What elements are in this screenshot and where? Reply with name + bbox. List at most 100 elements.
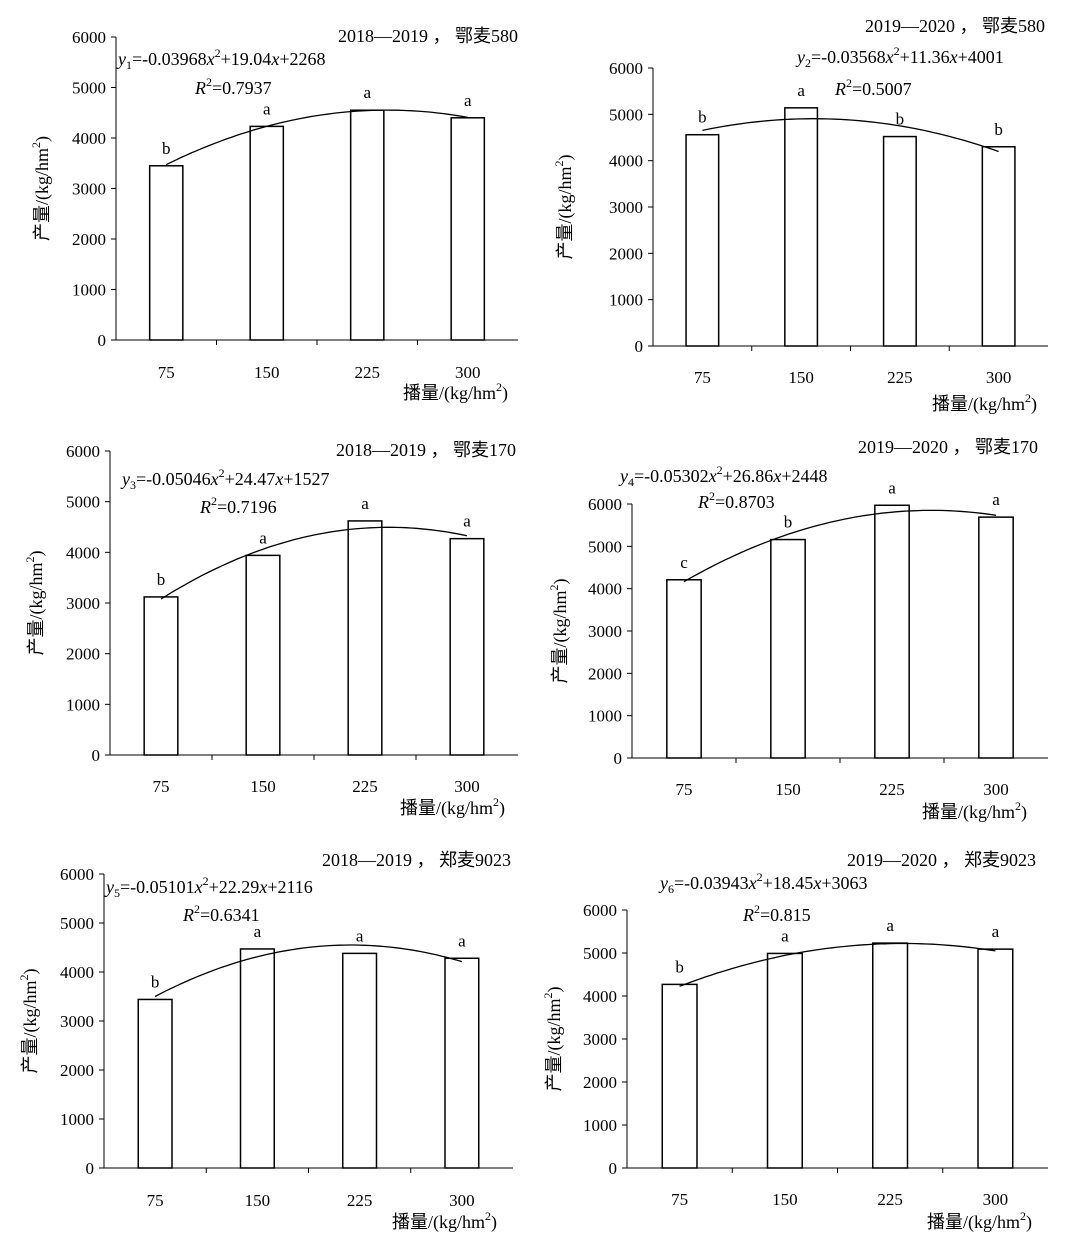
eq-x: x bbox=[885, 47, 894, 67]
significance-letter: b bbox=[994, 120, 1003, 139]
y-tick-label: 5000 bbox=[66, 493, 100, 512]
eq-coef-c: +2448 bbox=[781, 466, 827, 486]
r2-symbol: R bbox=[834, 79, 846, 99]
y-tick-label: 4000 bbox=[609, 152, 643, 171]
x-axis-label-sup: 2 bbox=[485, 1209, 491, 1223]
chart-panel-3: 0 1000 2000 3000 4000 5000 6000 75 b 150 a 225 a 300 a… bbox=[23, 440, 518, 819]
x-tick-label: 75 bbox=[671, 1190, 688, 1209]
significance-letter: a bbox=[992, 490, 1000, 509]
x-tick-label: 225 bbox=[355, 363, 381, 382]
significance-letter: b bbox=[896, 110, 905, 129]
eq-coef-a: =-0.03943 bbox=[674, 873, 749, 893]
y-axis-label-sup: 2 bbox=[23, 557, 37, 563]
significance-letter: a bbox=[886, 916, 894, 935]
bar-75 bbox=[685, 133, 720, 347]
x-axis-label-end: ) bbox=[1026, 1212, 1032, 1233]
x-tick-label: 300 bbox=[454, 777, 480, 796]
y-tick-label: 5000 bbox=[588, 537, 622, 556]
y-tick-label: 2000 bbox=[72, 230, 106, 249]
y-axis-label-text: 产量/(kg/hm bbox=[550, 591, 571, 684]
r2-symbol: R bbox=[742, 905, 754, 925]
eq-x: x bbox=[270, 49, 279, 69]
bar-75 bbox=[661, 983, 698, 1169]
y-tick-label: 5000 bbox=[609, 105, 643, 124]
eq-y: y bbox=[120, 469, 130, 489]
y-tick-label: 4000 bbox=[66, 543, 100, 562]
bar-225 bbox=[882, 135, 917, 347]
y-tick-label: 2000 bbox=[66, 645, 100, 664]
significance-letter: b bbox=[784, 513, 793, 532]
r2-value: =0.815 bbox=[760, 905, 811, 925]
significance-letter: a bbox=[263, 99, 271, 118]
y-tick-label: 1000 bbox=[66, 695, 100, 714]
eq-y: y bbox=[618, 466, 628, 486]
significance-letter: b bbox=[698, 108, 707, 127]
y-axis-label-text: 产量/(kg/hm bbox=[20, 981, 41, 1074]
y-tick-label: 4000 bbox=[583, 987, 617, 1006]
y-axis-label-end: ) bbox=[20, 969, 41, 975]
chart-title: 2019—2020 ， 鄂麦170 bbox=[858, 437, 1038, 457]
eq-coef-a: =-0.05101 bbox=[120, 877, 195, 897]
x-tick-label: 300 bbox=[455, 363, 481, 382]
r-squared: R2=0.815 bbox=[742, 902, 811, 925]
x-axis-label-text: 播量/(kg/hm bbox=[932, 394, 1025, 415]
trend-line bbox=[683, 509, 997, 583]
x-axis-label-end: ) bbox=[499, 798, 505, 819]
r2-value: =0.5007 bbox=[852, 79, 912, 99]
y-tick-label: 5000 bbox=[583, 944, 617, 963]
r2-value: =0.6341 bbox=[200, 905, 260, 925]
significance-letter: a bbox=[259, 528, 267, 547]
bar-225 bbox=[342, 952, 378, 1169]
x-axis-label-end: ) bbox=[1031, 394, 1037, 415]
x-axis-label-text: 播量/(kg/hm bbox=[927, 1212, 1020, 1233]
regression-equation: y2=-0.03568x2+11.36x+4001 bbox=[795, 44, 1004, 70]
r-squared: R2=0.8703 bbox=[697, 489, 775, 512]
y-axis-label: 产量/(kg/hm2) bbox=[29, 136, 53, 241]
y-tick-label: 4000 bbox=[72, 129, 106, 148]
r2-superscript: 2 bbox=[211, 494, 217, 508]
y-axis-label-text: 产量/(kg/hm bbox=[555, 167, 576, 260]
chart-title: 2018—2019 ， 郑麦9023 bbox=[322, 850, 511, 870]
x-axis-label-text: 播量/(kg/hm bbox=[400, 798, 493, 819]
eq-y: y bbox=[795, 47, 805, 67]
x-tick-label: 300 bbox=[986, 368, 1012, 387]
bar-300 bbox=[978, 516, 1014, 759]
y-tick-label: 3000 bbox=[72, 180, 106, 199]
significance-letter: c bbox=[680, 553, 688, 572]
y-axis-label-end: ) bbox=[544, 987, 565, 993]
y-axis-label-sup: 2 bbox=[552, 161, 566, 167]
regression-equation: y4=-0.05302x2+26.86x+2448 bbox=[618, 463, 827, 489]
trend-line bbox=[166, 109, 468, 166]
significance-letter: a bbox=[361, 494, 369, 513]
chart-title: 2019—2020 ， 鄂麦580 bbox=[865, 16, 1045, 36]
significance-letter: a bbox=[254, 922, 262, 941]
significance-letter: b bbox=[151, 972, 160, 991]
x-tick-label: 225 bbox=[347, 1191, 373, 1210]
eq-coef-a: =-0.03968 bbox=[132, 49, 207, 69]
y-tick-label: 1000 bbox=[583, 1116, 617, 1135]
y-axis-label-sup: 2 bbox=[547, 585, 561, 591]
r2-superscript: 2 bbox=[194, 902, 200, 916]
y-axis-label-end: ) bbox=[26, 551, 47, 557]
x-axis-label-text: 播量/(kg/hm bbox=[922, 802, 1015, 823]
regression-equation: y5=-0.05101x2+22.29x+2116 bbox=[104, 874, 313, 900]
y-tick-label: 3000 bbox=[588, 622, 622, 641]
chart-title: 2018—2019 ， 鄂麦580 bbox=[338, 26, 518, 46]
y-tick-label: 1000 bbox=[609, 291, 643, 310]
eq-x: x bbox=[194, 877, 203, 897]
x-tick-label: 300 bbox=[983, 780, 1009, 799]
chart-title: 2018—2019 ， 鄂麦170 bbox=[336, 440, 516, 460]
eq-superscript: 2 bbox=[717, 463, 723, 477]
significance-letter: a bbox=[797, 81, 805, 100]
y-tick-label: 4000 bbox=[588, 580, 622, 599]
eq-coef-a: =-0.03568 bbox=[811, 47, 886, 67]
r2-symbol: R bbox=[199, 497, 211, 517]
trend-line bbox=[154, 944, 463, 998]
y-tick-label: 6000 bbox=[583, 901, 617, 920]
x-tick-label: 150 bbox=[788, 368, 814, 387]
eq-x: x bbox=[206, 49, 215, 69]
y-tick-label: 6000 bbox=[72, 28, 106, 47]
x-axis-label-sup: 2 bbox=[1025, 391, 1031, 405]
y-axis-label-sup: 2 bbox=[17, 975, 31, 981]
